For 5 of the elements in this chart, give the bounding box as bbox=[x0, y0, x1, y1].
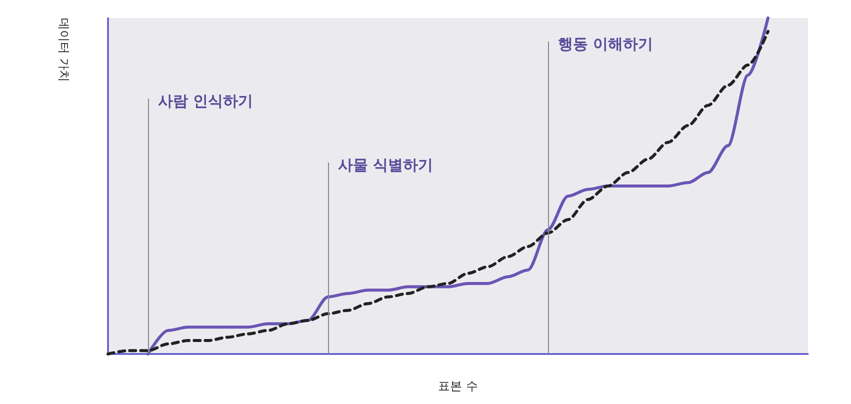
annotation: 사물 식별하기 bbox=[338, 156, 434, 174]
annotation: 사람 인식하기 bbox=[158, 92, 254, 110]
annotation: 행동 이해하기 bbox=[558, 35, 654, 54]
x-axis-title: 표본 수 bbox=[438, 379, 478, 393]
y-axis-title: 데이터 가치 bbox=[57, 18, 71, 82]
